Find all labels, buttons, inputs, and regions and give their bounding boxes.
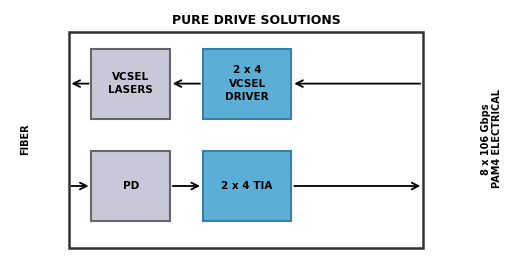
Bar xyxy=(203,151,291,221)
Bar xyxy=(203,49,291,119)
Text: FIBER: FIBER xyxy=(20,123,31,155)
Bar xyxy=(92,151,170,221)
Text: VCSEL
LASERS: VCSEL LASERS xyxy=(108,72,153,95)
Text: 2 x 4
VCSEL
DRIVER: 2 x 4 VCSEL DRIVER xyxy=(225,65,269,102)
Bar xyxy=(92,49,170,119)
Text: 8 x 106 Gbps
PAM4 ELECTRICAL: 8 x 106 Gbps PAM4 ELECTRICAL xyxy=(481,89,502,188)
Text: PD: PD xyxy=(122,181,139,191)
Text: PURE DRIVE SOLUTIONS: PURE DRIVE SOLUTIONS xyxy=(172,13,340,27)
Bar xyxy=(69,32,423,248)
Text: 2 x 4 TIA: 2 x 4 TIA xyxy=(222,181,273,191)
